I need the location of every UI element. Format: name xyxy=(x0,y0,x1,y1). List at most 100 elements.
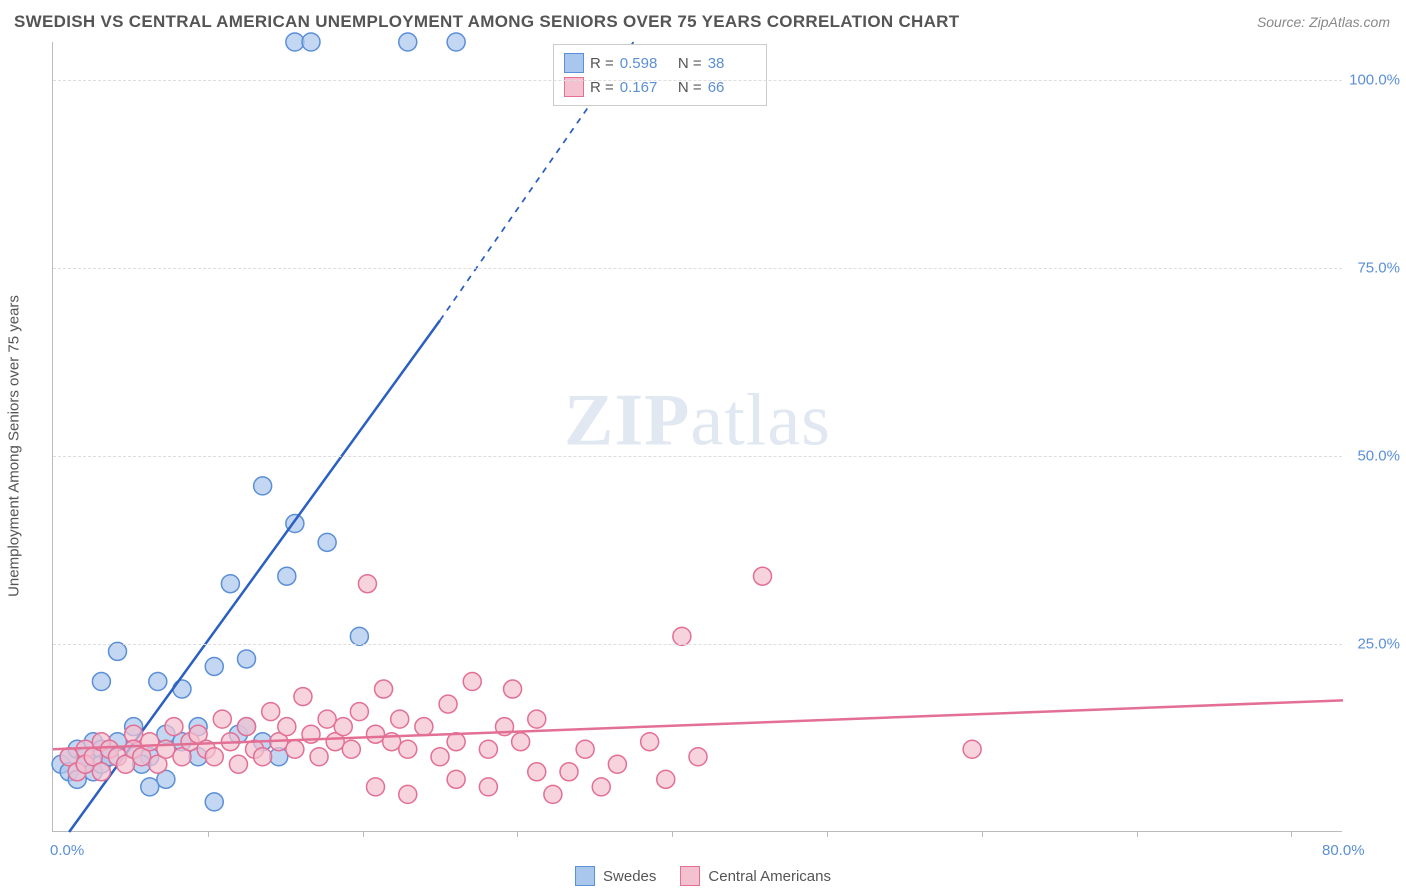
data-point xyxy=(165,718,183,736)
data-point xyxy=(399,785,417,803)
data-point xyxy=(205,748,223,766)
series-swatch xyxy=(564,53,584,73)
data-point xyxy=(504,680,522,698)
data-point xyxy=(278,567,296,585)
legend-item: Swedes xyxy=(575,866,656,886)
data-point xyxy=(310,748,328,766)
legend-label: Swedes xyxy=(603,868,656,885)
stat-n-label: N = xyxy=(674,55,702,72)
data-point xyxy=(157,740,175,758)
data-point xyxy=(92,763,110,781)
scatter-plot-svg xyxy=(53,42,1343,832)
x-tick-mark xyxy=(517,831,518,837)
data-point xyxy=(254,748,272,766)
data-point xyxy=(205,657,223,675)
data-point xyxy=(213,710,231,728)
data-point xyxy=(544,785,562,803)
data-point xyxy=(391,710,409,728)
data-point xyxy=(641,733,659,751)
y-tick-label: 75.0% xyxy=(1357,259,1400,276)
data-point xyxy=(608,755,626,773)
data-point xyxy=(512,733,530,751)
data-point xyxy=(673,627,691,645)
data-point xyxy=(262,703,280,721)
data-point xyxy=(350,627,368,645)
x-tick-mark xyxy=(982,831,983,837)
stat-r-value: 0.598 xyxy=(620,55,668,72)
x-axis-min-label: 0.0% xyxy=(50,842,84,859)
chart-plot-area: ZIPatlas R =0.598 N =38R =0.167 N =66 25… xyxy=(52,42,1342,832)
data-point xyxy=(334,718,352,736)
correlation-stats-box: R = 0.598 N = 38 R = 0.167 N = 66 xyxy=(553,44,767,106)
legend-item: Central Americans xyxy=(680,866,831,886)
data-point xyxy=(358,575,376,593)
stats-row: R = 0.167 N = 66 xyxy=(564,75,756,99)
stat-n-label: N = xyxy=(674,79,702,96)
data-point xyxy=(689,748,707,766)
stat-n-value: 38 xyxy=(708,55,756,72)
y-tick-label: 50.0% xyxy=(1357,447,1400,464)
data-point xyxy=(229,755,247,773)
data-point xyxy=(367,778,385,796)
data-point xyxy=(221,575,239,593)
x-tick-mark xyxy=(1291,831,1292,837)
data-point xyxy=(141,778,159,796)
data-point xyxy=(367,725,385,743)
data-point xyxy=(254,477,272,495)
x-tick-mark xyxy=(363,831,364,837)
data-point xyxy=(205,793,223,811)
x-axis-max-label: 80.0% xyxy=(1322,842,1365,859)
data-point xyxy=(479,778,497,796)
chart-title: SWEDISH VS CENTRAL AMERICAN UNEMPLOYMENT… xyxy=(14,12,959,32)
data-point xyxy=(479,740,497,758)
y-axis-label: Unemployment Among Seniors over 75 years xyxy=(6,295,23,597)
gridline xyxy=(53,644,1342,645)
data-point xyxy=(141,733,159,751)
gridline xyxy=(53,80,1342,81)
gridline xyxy=(53,268,1342,269)
data-point xyxy=(399,740,417,758)
data-point xyxy=(109,642,127,660)
legend-label: Central Americans xyxy=(708,868,831,885)
data-point xyxy=(754,567,772,585)
data-point xyxy=(294,688,312,706)
data-point xyxy=(528,763,546,781)
stat-r-value: 0.167 xyxy=(620,79,668,96)
data-point xyxy=(238,650,256,668)
data-point xyxy=(592,778,610,796)
data-point xyxy=(375,680,393,698)
data-point xyxy=(431,748,449,766)
y-tick-label: 25.0% xyxy=(1357,635,1400,652)
data-point xyxy=(657,770,675,788)
data-point xyxy=(302,33,320,51)
x-tick-mark xyxy=(1137,831,1138,837)
data-point xyxy=(576,740,594,758)
stat-r-label: R = xyxy=(590,79,614,96)
data-point xyxy=(463,673,481,691)
data-point xyxy=(149,673,167,691)
source-attribution: Source: ZipAtlas.com xyxy=(1257,14,1390,30)
data-point xyxy=(528,710,546,728)
series-legend: Swedes Central Americans xyxy=(575,866,831,886)
data-point xyxy=(447,770,465,788)
legend-swatch xyxy=(575,866,595,886)
x-tick-mark xyxy=(208,831,209,837)
stat-n-value: 66 xyxy=(708,79,756,96)
data-point xyxy=(92,673,110,691)
data-point xyxy=(318,533,336,551)
data-point xyxy=(286,33,304,51)
data-point xyxy=(318,710,336,728)
x-tick-mark xyxy=(672,831,673,837)
data-point xyxy=(447,33,465,51)
data-point xyxy=(963,740,981,758)
data-point xyxy=(278,718,296,736)
data-point xyxy=(342,740,360,758)
data-point xyxy=(286,740,304,758)
data-point xyxy=(238,718,256,736)
stat-r-label: R = xyxy=(590,55,614,72)
data-point xyxy=(350,703,368,721)
data-point xyxy=(560,763,578,781)
data-point xyxy=(415,718,433,736)
stats-row: R = 0.598 N = 38 xyxy=(564,51,756,75)
data-point xyxy=(173,680,191,698)
